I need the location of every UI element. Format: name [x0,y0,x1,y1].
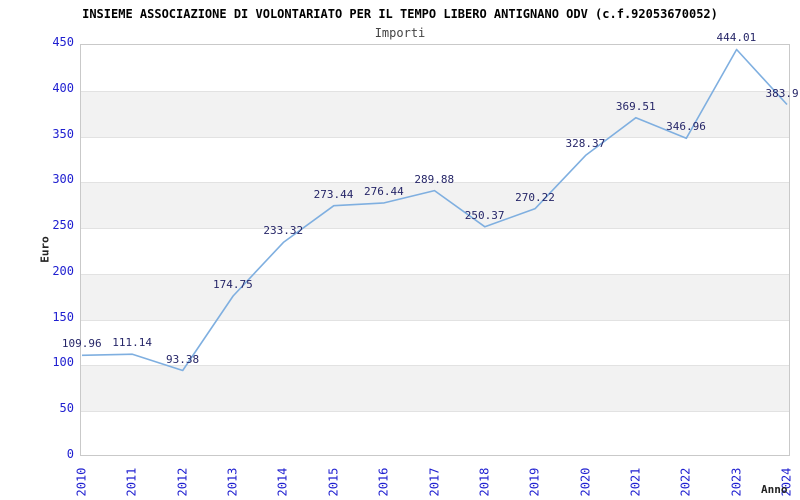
y-tick-label: 450 [52,35,74,49]
x-tick-label: 2012 [175,467,190,497]
x-tick-label: 2020 [578,467,593,497]
y-tick-label: 250 [52,218,74,233]
x-tick-label: 2022 [678,467,693,497]
x-tick-label: 2018 [477,467,492,497]
x-tick-label: 2013 [225,467,240,497]
gridline [81,319,789,321]
data-point-label: 273.44 [313,187,354,201]
data-point-label: 289.88 [414,172,455,186]
data-point-label: 444.01 [716,31,757,45]
data-point-label: 233.32 [263,224,304,238]
data-point-label: 111.14 [112,336,152,350]
data-point-label: 369.51 [615,99,656,113]
x-axis-title: Anno [761,483,788,496]
gridline [81,365,789,367]
plot-band [81,182,789,229]
data-point-label: 250.37 [464,208,505,222]
data-point-label: 93.38 [165,352,200,366]
gridline [81,411,789,413]
y-tick-label: 50 [59,401,74,416]
y-tick-label: 300 [52,172,74,187]
y-tick-label: 100 [52,355,74,370]
gridline [81,136,789,138]
data-point-label: 270.22 [515,190,555,204]
data-point-label: 276.44 [364,184,404,198]
x-tick-label: 2011 [124,467,139,497]
y-tick-label: 400 [52,80,74,95]
chart-subtitle: Importi [374,26,426,40]
x-tick-label: 2023 [729,467,744,497]
x-tick-label: 2014 [275,467,290,497]
data-point-label: 383.9 [765,86,799,100]
x-tick-label: 2015 [326,467,341,497]
data-point-label: 109.96 [61,337,102,351]
gridline [81,228,789,230]
plot-band [81,273,789,320]
chart-title: INSIEME ASSOCIAZIONE DI VOLONTARIATO PER… [82,7,718,21]
x-tick-label: 2016 [376,467,391,497]
data-point-label: 346.96 [666,120,706,134]
x-tick-label: 2017 [427,467,441,497]
y-tick-label: 350 [52,126,74,141]
plot-area [80,44,790,456]
gridline [81,90,789,92]
data-point-label: 174.75 [212,278,253,291]
x-tick-label: 2021 [628,467,643,497]
plot-band [81,365,789,412]
y-tick-label: 200 [52,263,74,278]
y-axis-title: Euro [38,236,52,263]
x-tick-label: 2019 [527,467,542,497]
y-tick-label: 0 [66,447,74,461]
x-tick-label: 2010 [74,467,89,497]
gridline [81,273,789,275]
data-point-label: 328.37 [565,137,606,151]
y-tick-label: 150 [52,309,74,324]
